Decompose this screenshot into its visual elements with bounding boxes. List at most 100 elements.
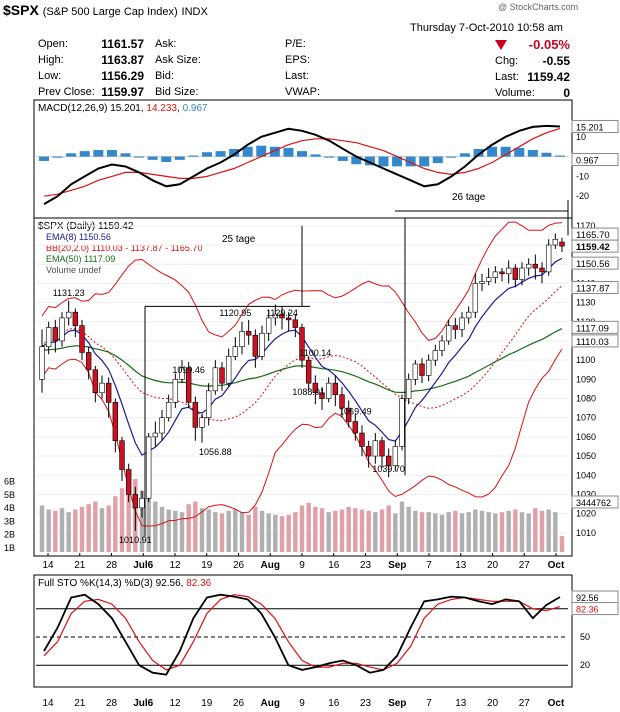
price-annotation: 1100.14 [299, 348, 331, 358]
price-value-tag-label: 1137.87 [576, 283, 610, 294]
macd-histogram-bar [283, 147, 294, 157]
macd-histogram-bar [39, 156, 49, 161]
volume-bar [46, 509, 51, 552]
macd-histogram-bar [93, 150, 104, 157]
volume-bar [239, 512, 245, 552]
candle-body [392, 446, 399, 466]
macd-histogram-bar [310, 154, 321, 157]
price-value-tag [571, 256, 619, 270]
volume-bar [199, 508, 205, 552]
candle-body [105, 382, 112, 403]
candle-body [72, 311, 79, 326]
candle-body [372, 440, 379, 457]
sto-x-label: 21 [74, 698, 86, 709]
price-x-label: Sep [388, 560, 406, 571]
macd-signal-line [43, 127, 561, 197]
datetime: Thursday 7-Oct-2010 10:58 am [410, 22, 563, 34]
macd-histogram-bar [446, 156, 457, 158]
candle-body [265, 317, 272, 334]
sto-axis-label: 50 [580, 632, 590, 642]
volume-bar [319, 508, 325, 552]
volume-bar [73, 509, 78, 552]
candle-body [79, 325, 85, 353]
price-annotation: 1039.70 [372, 464, 405, 474]
candle-body [239, 331, 245, 348]
candle-body [219, 367, 225, 384]
price-x-label: 14 [42, 560, 54, 571]
candle-body [512, 267, 519, 280]
high-value: 1163.87 [101, 53, 144, 67]
candle-body [272, 313, 279, 319]
candle-body [319, 392, 325, 399]
symbol-title: $SPX (S&P 500 Large Cap Index) INDX [3, 2, 208, 18]
legend-ema8: EMA(8) 1150.56 [46, 232, 111, 242]
price-x-label: 12 [169, 560, 181, 571]
candle-body [339, 394, 345, 409]
volume-axis-label: 4B [4, 503, 15, 513]
legend-volume: Volume undef [46, 265, 102, 275]
volume-bar [453, 510, 458, 552]
symbol-name: (S&P 500 Large Cap Index) [42, 6, 178, 18]
volume-bar [186, 504, 191, 552]
chg-value: -0.55 [542, 54, 570, 68]
volume-bar [513, 509, 518, 552]
sto-d-line [43, 594, 561, 671]
candle-body [225, 356, 232, 384]
last-value: 1159.42 [527, 70, 570, 84]
volume-bar [506, 510, 511, 552]
volume-bar [366, 510, 371, 552]
volume-value-tag [571, 495, 619, 509]
bid-label: Bid: [155, 70, 174, 82]
volume-bar [253, 506, 258, 552]
macd-histogram-bar [527, 150, 538, 157]
candle-body [412, 363, 419, 380]
candle-body [539, 267, 545, 273]
macd-histogram-bar [324, 156, 335, 158]
legend-bb: BB(20,2.0) 1110.03 - 1137.87 - 1165.70 [46, 243, 202, 253]
price-x-label: 28 [106, 560, 118, 571]
candle-body [399, 398, 405, 447]
candle-body [305, 359, 312, 384]
candle-body [345, 407, 352, 422]
sto-d-value-tag-label: 82.36 [576, 605, 599, 615]
macd-histogram-bar [337, 156, 348, 161]
volume-bar [313, 506, 318, 552]
macd-histogram-bar [174, 156, 185, 160]
volume-bar [106, 505, 111, 552]
volume-bar [226, 510, 231, 552]
legend-ema50: EMA(50) 1117.09 [46, 254, 115, 264]
volume-bar [373, 512, 378, 552]
price-x-label: 26 [233, 560, 245, 571]
volume-bar [533, 508, 538, 552]
macd-histogram-bar [120, 153, 131, 157]
volume-bar [93, 501, 98, 552]
volume-bar [146, 493, 151, 552]
macd-histogram-bar [242, 146, 253, 157]
sto-x-label: 20 [487, 698, 499, 709]
price-annotation: 1010.91 [119, 535, 152, 545]
macd-histogram-bar [500, 146, 511, 157]
macd-axis-label: -10 [576, 171, 589, 181]
sto-title: Full STO %K(14,3) %D(3) 92.56, 82.36 [38, 578, 212, 589]
volume-bar [486, 512, 491, 552]
volume-bar [119, 488, 125, 552]
price-x-label: 7 [426, 560, 432, 571]
macd-histogram-bar [392, 156, 403, 167]
sto-x-label: 19 [201, 698, 213, 709]
candle-body [45, 327, 52, 348]
last-label: Last: [495, 71, 519, 83]
price-axis-label: 1170 [576, 221, 595, 231]
price-annotation: 1056.88 [199, 447, 232, 457]
candle-body [425, 359, 432, 376]
volume-bar [273, 514, 278, 552]
volume-bar [166, 509, 171, 552]
candle-body [59, 317, 65, 342]
price-x-label: 9 [299, 560, 305, 571]
price-annotation: 1069.49 [339, 407, 372, 417]
candle-body [259, 332, 265, 357]
price-annotation: 1120.95 [219, 308, 251, 318]
price-x-label: 16 [328, 560, 340, 571]
price-value-tag-label: 1150.56 [576, 259, 610, 270]
bid-size-label: Bid Size: [155, 86, 199, 98]
price-annotation: 1129.24 [266, 308, 298, 318]
